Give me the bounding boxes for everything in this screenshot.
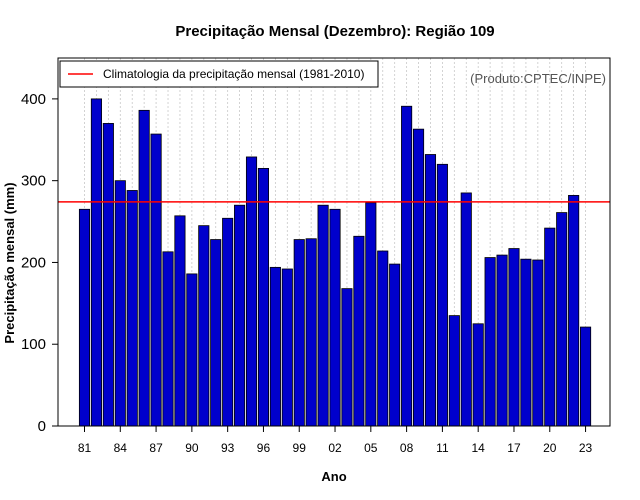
- bar: [460, 192, 472, 427]
- bar: [496, 254, 508, 427]
- bar: [150, 133, 162, 427]
- bar: [520, 258, 532, 427]
- bar: [484, 257, 496, 427]
- bar: [448, 315, 460, 427]
- bar: [234, 204, 246, 427]
- bar: [329, 208, 341, 427]
- chart-title: Precipitação Mensal (Dezembro): Região 1…: [175, 23, 494, 40]
- bar: [138, 109, 150, 427]
- y-tick-label: 0: [38, 418, 46, 435]
- bar: [126, 190, 138, 427]
- bar: [198, 225, 210, 427]
- bar: [257, 167, 269, 427]
- y-tick-label: 300: [21, 173, 46, 190]
- bar: [162, 251, 174, 427]
- x-tick-label: 08: [400, 441, 414, 455]
- bar: [293, 239, 305, 427]
- bar: [317, 204, 329, 427]
- bar: [568, 194, 580, 427]
- x-tick-label: 05: [364, 441, 378, 455]
- bar: [78, 208, 91, 427]
- bar: [508, 248, 520, 427]
- x-tick-label: 14: [472, 441, 486, 455]
- bar: [102, 123, 114, 427]
- bar: [544, 227, 556, 427]
- x-tick-label: 17: [507, 441, 521, 455]
- y-axis-title: Precipitação mensal (mm): [2, 182, 17, 343]
- y-axis: 0 100 200 300 400: [21, 91, 58, 435]
- bar: [281, 268, 293, 427]
- x-tick-label: 99: [293, 441, 307, 455]
- bar: [436, 163, 448, 427]
- x-axis: 81 84 87 90 93 96 99 02 05 08 11 14 17 20 23: [78, 426, 593, 455]
- x-tick-label: 23: [579, 441, 593, 455]
- bar: [424, 154, 437, 427]
- x-tick-label: 87: [149, 441, 163, 455]
- bar: [186, 273, 198, 427]
- bar: [365, 202, 377, 427]
- x-tick-label: 90: [185, 441, 199, 455]
- plot-frame: [57, 57, 611, 427]
- x-tick-label: 84: [114, 441, 128, 455]
- x-tick-label: 11: [436, 441, 449, 455]
- bar: [556, 212, 568, 427]
- y-tick-label: 200: [21, 254, 46, 271]
- legend: Climatologia da precipitação mensal (198…: [59, 60, 379, 88]
- bar: [114, 180, 126, 427]
- x-tick-label: 96: [257, 441, 271, 455]
- bar: [412, 128, 425, 427]
- bar: [245, 156, 258, 427]
- bar: [210, 239, 222, 427]
- bar: [472, 323, 484, 427]
- x-tick-label: 02: [328, 441, 342, 455]
- bar: [90, 98, 102, 427]
- bar: [580, 326, 592, 427]
- bar: [532, 259, 544, 427]
- bar: [222, 217, 234, 427]
- bar: [305, 238, 317, 427]
- x-tick-label: 81: [78, 441, 92, 455]
- bar: [401, 105, 413, 427]
- credit-text: (Produto:CPTEC/INPE): [470, 71, 606, 86]
- y-tick-label: 100: [21, 336, 46, 353]
- bar: [353, 235, 365, 427]
- bar: [389, 263, 401, 427]
- x-axis-title: Ano: [321, 469, 346, 484]
- x-tick-label: 93: [221, 441, 235, 455]
- x-tick-label: 20: [543, 441, 557, 455]
- legend-box: [59, 60, 379, 88]
- bar: [174, 215, 186, 427]
- bars-layer: [78, 98, 592, 427]
- bar: [377, 250, 389, 427]
- y-tick-label: 400: [21, 91, 46, 108]
- bar: [341, 288, 353, 427]
- legend-label: Climatologia da precipitação mensal (198…: [103, 67, 364, 81]
- bar: [269, 266, 281, 427]
